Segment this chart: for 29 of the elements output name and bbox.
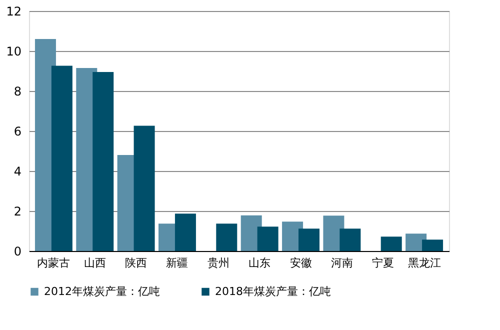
bar — [216, 224, 238, 251]
bar — [134, 126, 155, 251]
bar — [174, 214, 196, 251]
bar — [380, 236, 402, 251]
y-tick-label: 6 — [14, 124, 22, 138]
bar — [51, 66, 72, 251]
x-tick-label: 新疆 — [166, 256, 188, 270]
bar — [298, 228, 320, 251]
y-tick-label: 12 — [6, 4, 22, 18]
y-tick-label: 2 — [14, 204, 22, 218]
bar — [257, 226, 278, 251]
legend-label: 2018年煤炭产量：亿吨 — [215, 284, 331, 298]
y-tick-label: 8 — [14, 84, 22, 98]
y-tick-label: 0 — [14, 244, 22, 258]
bar — [422, 240, 444, 251]
y-tick-label: 4 — [14, 164, 22, 178]
y-tick-label: 10 — [6, 44, 22, 58]
x-tick-label: 贵州 — [207, 256, 230, 270]
legend-label: 2012年煤炭产量：亿吨 — [44, 284, 160, 298]
x-tick-label: 河南 — [330, 256, 353, 270]
x-tick-label: 安徽 — [290, 256, 312, 270]
x-tick-label: 陕西 — [125, 256, 148, 270]
x-tick-label: 宁夏 — [372, 256, 394, 270]
x-tick-label: 黑龙江 — [408, 256, 441, 270]
x-tick-label: 山西 — [84, 256, 106, 270]
bar — [340, 228, 361, 251]
x-tick-label: 山东 — [248, 256, 271, 270]
x-tick-label: 内蒙古 — [37, 256, 70, 270]
bar — [92, 72, 114, 251]
